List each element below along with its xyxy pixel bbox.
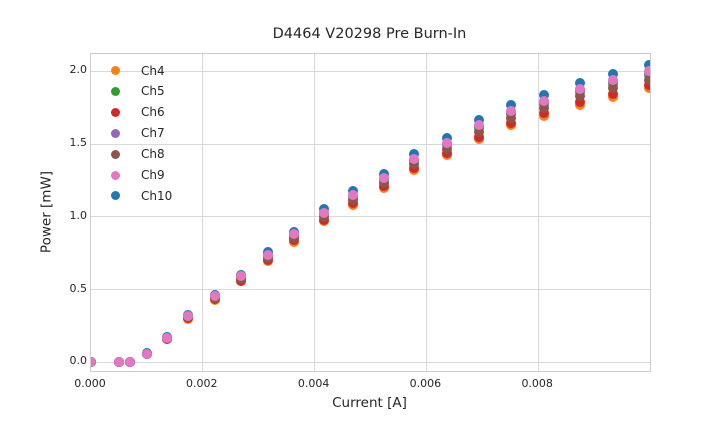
plot-area [90,53,651,372]
x-tick-label: 0.002 [186,377,218,390]
data-point-Ch8 [505,112,516,123]
data-point-Ch6 [643,80,650,91]
gridline-horizontal [91,216,650,218]
data-point-Ch6 [539,108,550,119]
gridline-horizontal [91,70,650,72]
legend-label: Ch4 [141,63,165,78]
legend-label: Ch9 [141,168,165,182]
y-tick-label: 1.0 [69,208,88,222]
data-point-Ch6 [574,96,585,107]
x-axis-label: Current [A] [332,395,407,411]
y-tick-label: 2.0 [69,63,88,77]
gridline-vertical [425,54,427,371]
data-point-Ch9 [288,229,299,240]
data-point-Ch9 [441,137,452,148]
y-tick-label: 0.5 [69,281,88,295]
x-tick-label: 0.000 [74,377,106,390]
data-point-Ch9 [607,75,618,86]
legend-dot-icon [111,86,120,96]
data-point-Ch9 [505,105,516,116]
data-point-Ch10 [473,115,484,126]
data-point-Ch9 [162,332,173,343]
gridline-vertical [537,54,539,371]
data-point-Ch9 [378,172,389,183]
data-point-Ch9 [113,357,124,368]
data-point-Ch9 [643,66,650,77]
gridline-horizontal [91,361,650,363]
chart-title: D4464 V20298 Pre Burn-In [272,26,467,42]
legend-dot-icon [111,191,120,201]
data-point-Ch10 [505,100,516,111]
data-point-Ch9 [347,190,358,201]
data-point-Ch9 [319,207,330,218]
data-point-Ch9 [262,249,273,260]
legend-label: Ch8 [141,147,165,162]
data-point-Ch9 [473,120,484,131]
gridline-horizontal [91,143,650,145]
data-point-Ch9 [183,310,194,321]
data-point-Ch9 [235,271,246,282]
x-tick-label: 0.006 [409,377,442,390]
legend-dot-icon [111,170,120,180]
legend-label: Ch10 [141,188,173,203]
x-tick-label: 0.008 [521,377,553,390]
data-point-Ch9 [141,348,152,359]
legend-label: Ch7 [141,126,165,141]
data-point-Ch8 [539,102,550,113]
data-point-Ch10 [643,60,650,71]
gridline-horizontal [91,289,650,291]
x-tick-label: 0.004 [297,377,330,390]
data-point-Ch9 [125,357,136,368]
y-axis-label: Power [mW] [38,170,55,254]
data-point-Ch8 [473,126,484,137]
gridline-vertical [314,54,316,371]
data-point-Ch8 [378,177,389,188]
legend-label: Ch6 [141,105,165,120]
data-point-Ch9 [409,153,420,164]
y-tick-label: 0.0 [69,354,88,368]
legend-dot-icon [111,66,120,75]
data-point-Ch8 [607,83,618,94]
data-point-Ch8 [409,159,420,170]
legend-label: Ch5 [141,84,165,99]
data-point-Ch8 [441,143,452,154]
data-point-Ch8 [574,91,585,102]
data-point-Ch9 [210,291,221,302]
y-tick-label: 1.5 [69,136,88,150]
data-point-Ch8 [643,74,650,85]
data-point-Ch10 [574,77,585,88]
data-point-Ch9 [574,83,585,94]
data-point-Ch10 [539,89,550,100]
data-point-Ch6 [505,117,516,128]
data-point-Ch9 [539,95,550,106]
gridline-vertical [202,54,204,371]
data-point-Ch10 [607,68,618,79]
data-point-Ch9 [91,357,96,368]
legend-dot-icon [111,107,120,117]
legend-dot-icon [111,149,120,159]
data-point-Ch6 [607,88,618,99]
legend-dot-icon [111,128,120,138]
